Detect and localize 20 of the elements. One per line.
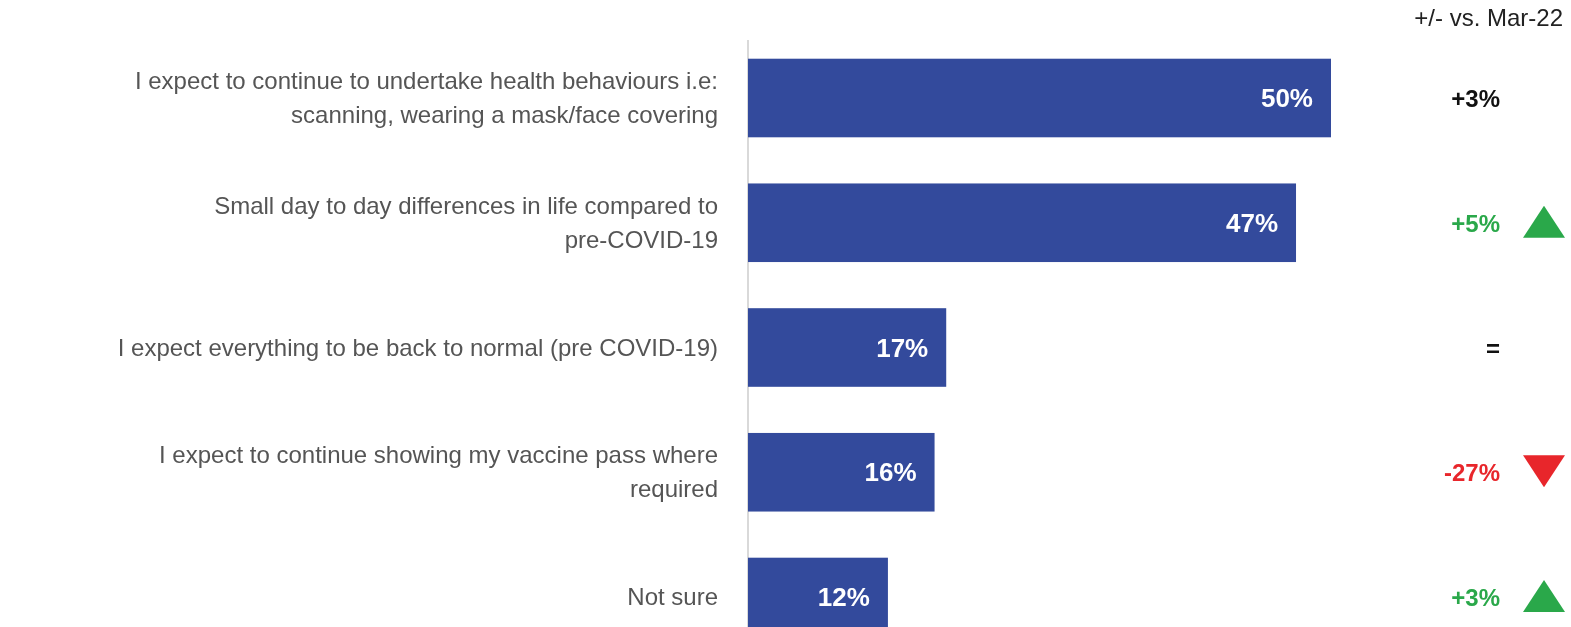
y-tick-label: I expect everything to be back to normal (pre COVID-19) (117, 333, 718, 361)
data-label: 16% (864, 457, 917, 488)
text: = (1485, 334, 1500, 362)
bar (748, 183, 1297, 263)
bar (748, 58, 1331, 138)
text: +/- vs. Mar-22 (1414, 4, 1563, 31)
text: -27% (1443, 459, 1500, 487)
text: +3% (1451, 583, 1500, 611)
text: +5% (1451, 209, 1500, 237)
y-tick-label: Small day to day differences in life compared to pre-COVID-19 (214, 191, 718, 253)
bar (748, 308, 947, 387)
data-label: 17% (876, 332, 929, 363)
y-tick-label: Not sure (627, 582, 718, 610)
y-tick-label: I expect to continue to undertake health behaviours i.e: scanning, wearing a mask/face covering (134, 67, 718, 129)
bar (748, 432, 935, 512)
y-tick-label: I expect to continue showing my vaccine pass where required (159, 441, 718, 503)
text: +3% (1451, 85, 1500, 113)
data-label: 50% (1260, 83, 1313, 114)
data-label: 12% (817, 581, 870, 612)
data-label: 47% (1225, 207, 1279, 238)
